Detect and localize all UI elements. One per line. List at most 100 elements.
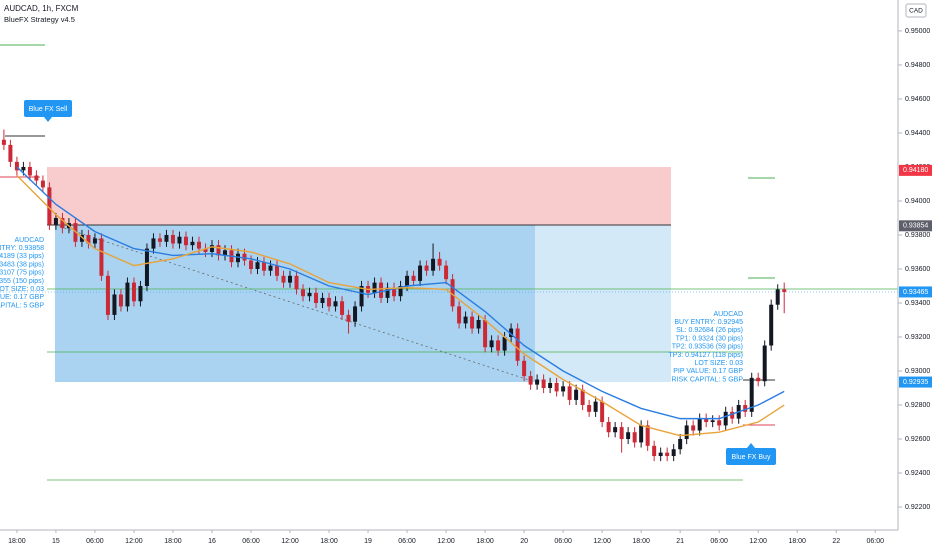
candle-body xyxy=(639,425,644,443)
candle-body xyxy=(509,328,514,338)
candle-body xyxy=(470,316,475,329)
candle-body xyxy=(385,287,390,298)
x-tick-label: 06:00 xyxy=(242,538,260,545)
candle-body xyxy=(561,386,566,392)
x-tick-label: 06:00 xyxy=(554,538,572,545)
candle-body xyxy=(392,287,397,297)
x-tick-label: 06:00 xyxy=(398,538,416,545)
candle-body xyxy=(691,425,696,431)
x-tick-label: 18:00 xyxy=(320,538,338,545)
axes: 0.950000.948000.946000.944000.942000.940… xyxy=(8,28,932,545)
candle-body xyxy=(21,166,26,171)
candle-body xyxy=(613,427,618,433)
y-tick-label: 0.93000 xyxy=(905,368,930,375)
candle-body xyxy=(437,258,442,266)
candle-body xyxy=(216,245,221,256)
candle-body xyxy=(450,279,455,307)
sell-info-line: 2355 (150 pips) xyxy=(0,278,44,285)
candle-body xyxy=(405,275,410,286)
candle-body xyxy=(333,301,338,307)
candle-body xyxy=(554,382,559,392)
candle-body xyxy=(528,376,533,385)
candle-body xyxy=(359,285,364,307)
price-label: 0.93465 xyxy=(903,289,928,296)
candle-body xyxy=(190,241,195,246)
x-tick-label: 18:00 xyxy=(476,538,494,545)
badge-pointer xyxy=(44,117,52,122)
candle-body xyxy=(222,250,227,256)
x-tick-label: 18:00 xyxy=(788,538,806,545)
candle-body xyxy=(632,432,637,443)
candle-body xyxy=(723,411,728,426)
candle-body xyxy=(652,445,657,457)
y-tick-label: 0.93600 xyxy=(905,266,930,273)
candle-body xyxy=(118,294,123,307)
sell-badge xyxy=(24,100,72,117)
candle-body xyxy=(131,282,136,302)
x-tick-label: 18:00 xyxy=(8,538,26,545)
candle-body xyxy=(769,304,774,346)
candle-body xyxy=(248,260,253,269)
x-tick-label: 06:00 xyxy=(866,538,884,545)
y-tick-label: 0.93800 xyxy=(905,232,930,239)
x-tick-label: 12:00 xyxy=(281,538,299,545)
currency-box[interactable] xyxy=(905,3,927,18)
buy-info-line: BUY ENTRY: 0.92945 xyxy=(674,319,743,326)
buy-info-line: TP1: 0.9324 (30 pips) xyxy=(676,335,743,342)
candle-body xyxy=(125,282,130,307)
candle-body xyxy=(665,452,670,457)
candle-body xyxy=(183,236,188,246)
y-tick-label: 0.95000 xyxy=(905,28,930,35)
candle-body xyxy=(541,379,546,389)
target-zone-light xyxy=(535,225,671,382)
candle-body xyxy=(697,418,702,431)
candle-body xyxy=(170,234,175,244)
buy-badge xyxy=(726,448,776,465)
candle-body xyxy=(749,377,754,412)
buy-info-line: AUDCAD xyxy=(713,311,743,318)
price-label-box xyxy=(899,286,932,298)
candle-body xyxy=(138,285,143,302)
buy-info-line: SL: 0.92684 (26 pips) xyxy=(676,327,743,334)
indicator-line xyxy=(16,174,785,437)
y-tick-label: 0.93400 xyxy=(905,300,930,307)
candle-body xyxy=(79,234,84,242)
candle-body xyxy=(327,297,332,307)
candle-body xyxy=(262,262,267,271)
candle-body xyxy=(619,427,624,440)
buy-info-line: LOT SIZE: 0.03 xyxy=(694,360,743,367)
sell-info-line: 94189 (33 pips) xyxy=(0,253,44,260)
candle-body xyxy=(203,248,208,252)
currency[interactable]: CAD xyxy=(909,8,923,15)
sell-info-line: 93483 (38 pips) xyxy=(0,261,44,268)
candle-body xyxy=(14,161,19,171)
y-tick-label: 0.94400 xyxy=(905,130,930,137)
price-label-box xyxy=(899,164,932,176)
candle-body xyxy=(288,275,293,283)
x-tick-label: 15 xyxy=(52,538,60,545)
buy-info-line: PIP VALUE: 0.17 GBP xyxy=(673,368,743,375)
candle-body xyxy=(275,265,280,276)
candle-body xyxy=(209,245,214,252)
candle-body xyxy=(457,306,462,324)
candle-body xyxy=(626,432,631,440)
x-tick-label: 12:00 xyxy=(593,538,611,545)
sell-info-line: LOT SIZE: 0.03 xyxy=(0,286,44,293)
candle-body xyxy=(424,265,429,271)
candle-body xyxy=(353,306,358,322)
candle-body xyxy=(86,234,91,244)
stop-zone xyxy=(47,167,671,225)
plot xyxy=(1,129,787,462)
y-tick-label: 0.94800 xyxy=(905,62,930,69)
price-label: 0.93854 xyxy=(903,223,928,230)
candle-body xyxy=(92,238,97,244)
candle-body xyxy=(294,275,299,290)
candle-body xyxy=(671,449,676,457)
candle-body xyxy=(730,411,735,419)
price-label: 0.92935 xyxy=(903,379,928,386)
candle-body xyxy=(196,241,201,249)
x-tick-label: 12:00 xyxy=(125,538,143,545)
candle-body xyxy=(307,292,312,297)
buy-info-line: TP2: 0.93536 (59 pips) xyxy=(672,344,743,351)
candle-body xyxy=(398,285,403,297)
